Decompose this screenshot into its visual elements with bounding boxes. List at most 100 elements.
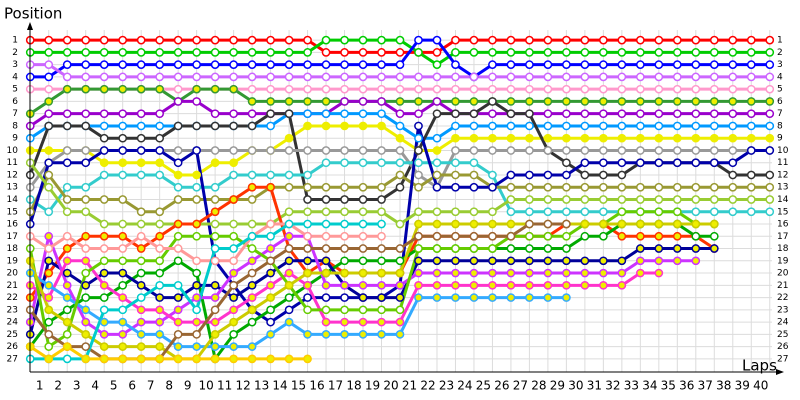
lap-marker [562, 121, 571, 131]
lap-marker [432, 60, 442, 69]
lap-marker [303, 293, 312, 302]
y-tick-label-right: 5 [777, 85, 783, 95]
x-tick-label: 5 [110, 379, 118, 393]
lap-marker [266, 121, 275, 131]
y-tick-label-right: 19 [777, 256, 789, 266]
lap-marker [340, 146, 349, 155]
lap-marker [691, 121, 701, 131]
lap-marker [210, 121, 220, 131]
lap-marker [506, 109, 516, 119]
lap-marker [506, 219, 516, 229]
lap-marker [155, 280, 165, 290]
lap-marker [395, 293, 405, 302]
x-axis-title: Laps [742, 357, 777, 375]
lap-marker [247, 280, 257, 290]
lap-marker [525, 280, 534, 290]
lap-marker [395, 109, 405, 119]
lap-marker [691, 231, 701, 241]
lap-marker [506, 244, 516, 253]
lap-marker [247, 231, 257, 241]
lap-marker [414, 72, 423, 82]
lap-marker [247, 268, 257, 278]
lap-marker [266, 354, 275, 364]
lap-marker [672, 182, 682, 192]
lap-marker [173, 97, 183, 106]
lap-marker [284, 280, 294, 290]
lap-marker [118, 280, 128, 290]
lap-marker [173, 305, 183, 315]
lap-marker [469, 72, 479, 82]
lap-marker [525, 268, 534, 278]
lap-marker [746, 207, 756, 217]
lap-marker [284, 109, 294, 119]
lap-marker [155, 133, 165, 143]
lap-marker [192, 72, 201, 82]
y-tick-label-right: 26 [777, 342, 789, 352]
lap-marker [284, 146, 294, 155]
lap-marker [617, 195, 627, 204]
lap-marker [303, 170, 312, 180]
lap-marker [654, 109, 664, 119]
x-tick-label: 22 [420, 379, 435, 393]
lap-marker [672, 48, 682, 57]
lap-marker [728, 84, 738, 94]
lap-marker [635, 207, 645, 217]
lap-marker [358, 48, 368, 57]
lap-marker [599, 158, 608, 168]
lap-marker [635, 146, 645, 155]
lap-marker [118, 268, 128, 278]
lap-marker [321, 35, 331, 45]
lap-marker [488, 268, 497, 278]
lap-marker [155, 146, 165, 155]
lap-marker [635, 109, 645, 119]
lap-marker [44, 280, 54, 290]
lap-marker [340, 280, 349, 290]
lap-marker [395, 146, 405, 155]
lap-marker [284, 182, 294, 192]
lap-marker [210, 84, 220, 94]
lap-marker [81, 48, 91, 57]
lap-marker [247, 72, 257, 82]
lap-marker [469, 219, 479, 229]
lap-marker [451, 182, 460, 192]
lap-marker [118, 109, 128, 119]
lap-marker [746, 60, 756, 69]
lap-marker [562, 244, 571, 253]
lap-marker [284, 219, 294, 229]
lap-marker [654, 146, 664, 155]
lap-marker [709, 182, 719, 192]
lap-marker [81, 35, 91, 45]
lap-marker [192, 146, 201, 155]
lap-marker [746, 48, 756, 57]
lap-marker [118, 293, 128, 302]
lap-marker [192, 305, 201, 315]
lap-marker [266, 317, 275, 327]
lap-marker [229, 305, 238, 315]
y-tick-label: 27 [7, 354, 18, 364]
lap-marker [580, 97, 590, 106]
lap-marker [210, 256, 220, 266]
lap-marker [635, 121, 645, 131]
lap-marker [44, 330, 54, 339]
lap-marker [765, 109, 775, 119]
y-tick-label: 20 [7, 269, 19, 279]
lap-marker [377, 219, 386, 229]
lap-marker [691, 182, 701, 192]
lap-marker [543, 219, 553, 229]
lap-marker [654, 84, 664, 94]
lap-marker [414, 293, 423, 302]
lap-marker [155, 256, 165, 266]
lap-marker [266, 256, 275, 266]
lap-marker [173, 72, 183, 82]
lap-marker [377, 207, 386, 217]
lap-marker [765, 60, 775, 69]
lap-marker [155, 330, 165, 339]
lap-marker [173, 182, 183, 192]
lap-marker [599, 280, 608, 290]
lap-marker [654, 207, 664, 217]
lap-marker [432, 72, 442, 82]
lap-marker [210, 158, 220, 168]
y-tick-label-right: 25 [777, 330, 788, 340]
lap-marker [210, 195, 220, 204]
lap-marker [562, 280, 571, 290]
